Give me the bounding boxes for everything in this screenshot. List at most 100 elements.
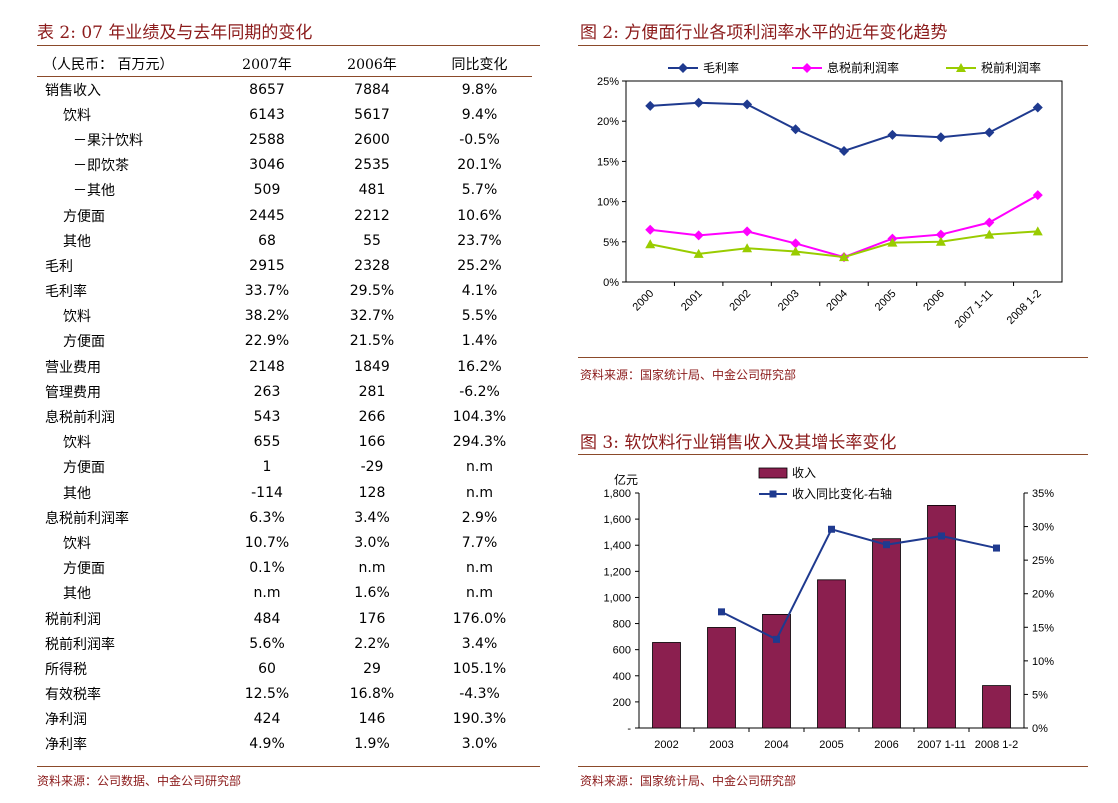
revenue-bar: [872, 538, 901, 729]
x-tick-label: 2007 1-11: [917, 739, 966, 751]
financial-table-body: 销售收入 8657 7884 9.8% 饮料 6143 5617 9.4% －果汁饮料 2588 2…: [37, 77, 532, 758]
cell-2007: n.m: [253, 585, 281, 602]
row-label: 税前利润: [45, 611, 101, 628]
revenue-bar: [652, 642, 681, 729]
cell-2007: 38.2%: [244, 308, 290, 325]
cell-2006: 5617: [354, 106, 390, 123]
x-tick-label: 2001: [679, 288, 705, 314]
row-label: 方便面: [63, 334, 105, 351]
cell-2006: 7884: [354, 81, 390, 98]
fig3-title: 图 3: 软饮料行业销售收入及其增长率变化: [580, 433, 897, 453]
cell-2006: 266: [358, 409, 386, 426]
x-tick-label: 2005: [873, 288, 899, 314]
data-point: [935, 132, 946, 143]
revenue-bar: [982, 685, 1011, 729]
x-tick-label: 2005: [819, 739, 843, 751]
revenue-bar: [762, 614, 791, 729]
cell-2006: 281: [358, 383, 386, 400]
cell-2007: 10.7%: [244, 534, 290, 551]
row-label: 方便面: [63, 460, 105, 477]
x-tick-label: 2008 1-2: [1005, 288, 1044, 327]
cell-2007: 2588: [249, 131, 285, 148]
data-point: [984, 127, 995, 138]
x-tick-label: 2002: [727, 288, 753, 314]
cell-2007: 12.5%: [244, 686, 290, 703]
data-point: [984, 217, 995, 228]
x-tick-label: 2004: [764, 739, 788, 751]
series-line: [650, 101, 1039, 153]
cell-2006: 481: [358, 182, 386, 199]
legend-label: 收入: [792, 466, 816, 480]
data-point: [645, 100, 656, 111]
cell-yoy: 23.7%: [457, 232, 502, 249]
row-label: 营业费用: [45, 359, 101, 376]
revenue-bar: [927, 505, 956, 729]
y-tick-label: 25%: [597, 76, 619, 88]
header-unit: （人民币： 百万元）: [37, 52, 217, 77]
y-axis-unit: 亿元: [614, 472, 638, 487]
y-tick-label: 10%: [597, 197, 619, 209]
cell-2006: 1.9%: [354, 736, 390, 753]
softdrink-revenue-chart: 亿元 - 200 400 600 800 1,000 1,200 1,400 1,600 1,800…: [603, 466, 1054, 751]
cell-2007: 2445: [249, 207, 285, 224]
y-left-tick-label: 1,400: [603, 540, 631, 552]
table-row: 税前利润率 5.6% 2.2% 3.4%: [37, 631, 532, 656]
data-point: [742, 99, 753, 110]
cell-2007: 484: [253, 610, 281, 627]
row-label: 其他: [63, 586, 91, 603]
table-row: －其他 509 481 5.7%: [37, 178, 532, 203]
growth-point: [718, 608, 725, 616]
data-point: [742, 226, 753, 237]
table-row: 销售收入 8657 7884 9.8%: [37, 77, 532, 103]
y-left-tick-label: 400: [613, 671, 631, 683]
fig2-title: 图 2: 方便面行业各项利润率水平的近年变化趋势: [580, 23, 948, 43]
table-row: 饮料 655 166 294.3%: [37, 430, 532, 455]
y-tick-label: 0%: [603, 277, 619, 289]
cell-2007: 2915: [249, 257, 285, 274]
row-label: 毛利率: [45, 284, 87, 301]
cell-yoy: 104.3%: [452, 409, 507, 426]
cell-2006: n.m: [358, 560, 386, 577]
row-label: 销售收入: [45, 82, 101, 99]
row-label: 有效税率: [45, 687, 101, 704]
cell-2007: 60: [258, 660, 276, 677]
series-line: [650, 194, 1039, 259]
table-row: 毛利 2915 2328 25.2%: [37, 253, 532, 278]
cell-2007: 8657: [249, 81, 285, 98]
cell-2007: 4.9%: [249, 736, 285, 753]
table2-bottom-rule: [37, 766, 540, 767]
header-yoy: 同比变化: [427, 52, 532, 77]
table-row: 方便面 0.1% n.m n.m: [37, 556, 532, 581]
cell-2007: 5.6%: [249, 635, 285, 652]
plot-area-frame: [625, 80, 1063, 283]
data-point: [693, 248, 704, 258]
row-label: 息税前利润: [45, 410, 115, 427]
row-label: 饮料: [63, 309, 91, 326]
data-point: [984, 229, 995, 239]
row-label: 毛利: [45, 258, 73, 275]
growth-point: [773, 635, 780, 643]
cell-2006: 128: [358, 484, 386, 501]
data-point: [790, 238, 801, 249]
revenue-bar: [817, 579, 846, 729]
cell-yoy: 9.4%: [461, 106, 498, 123]
row-label: 息税前利润率: [45, 510, 129, 527]
growth-point: [993, 544, 1000, 552]
table-header-row: （人民币： 百万元） 2007年 2006年 同比变化: [37, 52, 532, 77]
table-row: 饮料 6143 5617 9.4%: [37, 102, 532, 127]
data-point: [935, 236, 946, 246]
header-2007: 2007年: [217, 52, 317, 77]
row-label: －其他: [73, 183, 115, 200]
y-left-tick-label: -: [627, 723, 631, 735]
legend-marker: [802, 63, 812, 73]
data-point: [645, 239, 656, 249]
cell-2006: 2535: [354, 157, 390, 174]
cell-yoy: 105.1%: [452, 660, 507, 677]
cell-2006: 1849: [354, 358, 390, 375]
table-row: 其他 n.m 1.6% n.m: [37, 581, 532, 606]
legend-label: 税前利润率: [981, 60, 1041, 75]
cell-2007: 543: [253, 409, 281, 426]
row-label: 净利率: [45, 737, 87, 754]
cell-2006: 2600: [354, 131, 390, 148]
table-row: 有效税率 12.5% 16.8% -4.3%: [37, 682, 532, 707]
